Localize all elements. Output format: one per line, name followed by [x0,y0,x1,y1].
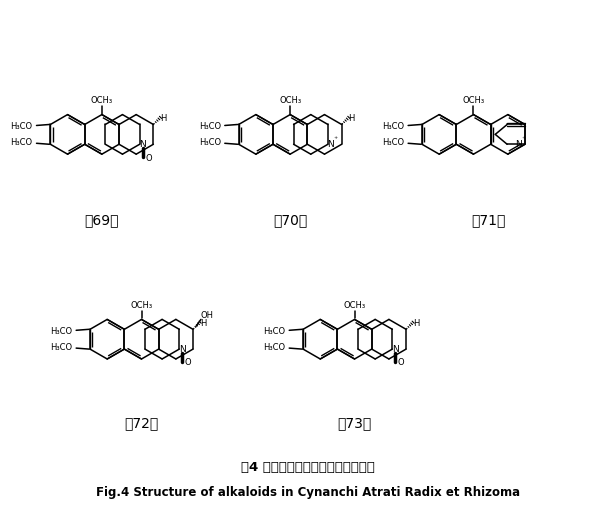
Text: ⁺: ⁺ [334,135,338,144]
Text: N: N [179,345,185,354]
Text: N: N [328,140,334,149]
Text: OCH₃: OCH₃ [131,301,153,310]
Text: O: O [145,154,152,163]
Text: Fig.4 Structure of alkaloids in Cynanchi Atrati Radix et Rhizoma: Fig.4 Structure of alkaloids in Cynanchi… [96,486,520,499]
Text: H₃CO: H₃CO [10,138,33,147]
Text: OCH₃: OCH₃ [344,301,366,310]
Text: O: O [185,359,192,367]
Text: 图4 白薇中的生物碱类化合物的结构: 图4 白薇中的生物碱类化合物的结构 [241,461,375,474]
Text: H₃CO: H₃CO [382,122,404,131]
Text: N: N [515,140,521,149]
Text: H: H [413,319,419,328]
Text: H₃CO: H₃CO [50,343,72,352]
Text: OCH₃: OCH₃ [279,96,301,105]
Text: H: H [160,114,166,123]
Text: H₃CO: H₃CO [199,122,221,131]
Text: ⁺: ⁺ [521,135,525,144]
Text: O: O [398,359,405,367]
Text: （72）: （72） [124,416,159,430]
Text: H₃CO: H₃CO [382,138,404,147]
Text: H₃CO: H₃CO [263,343,285,352]
Text: （69）: （69） [84,213,119,228]
Text: H₃CO: H₃CO [263,327,285,336]
Text: OCH₃: OCH₃ [91,96,113,105]
Text: H: H [200,319,206,328]
Text: H: H [349,114,355,123]
Text: N: N [139,140,146,149]
Text: OCH₃: OCH₃ [463,96,485,105]
Text: H₃CO: H₃CO [50,327,72,336]
Text: H₃CO: H₃CO [199,138,221,147]
Text: （70）: （70） [273,213,307,228]
Text: （73）: （73） [338,416,371,430]
Text: OH: OH [200,311,213,320]
Text: H₃CO: H₃CO [10,122,33,131]
Text: N: N [392,345,399,354]
Text: （71）: （71） [471,213,506,228]
